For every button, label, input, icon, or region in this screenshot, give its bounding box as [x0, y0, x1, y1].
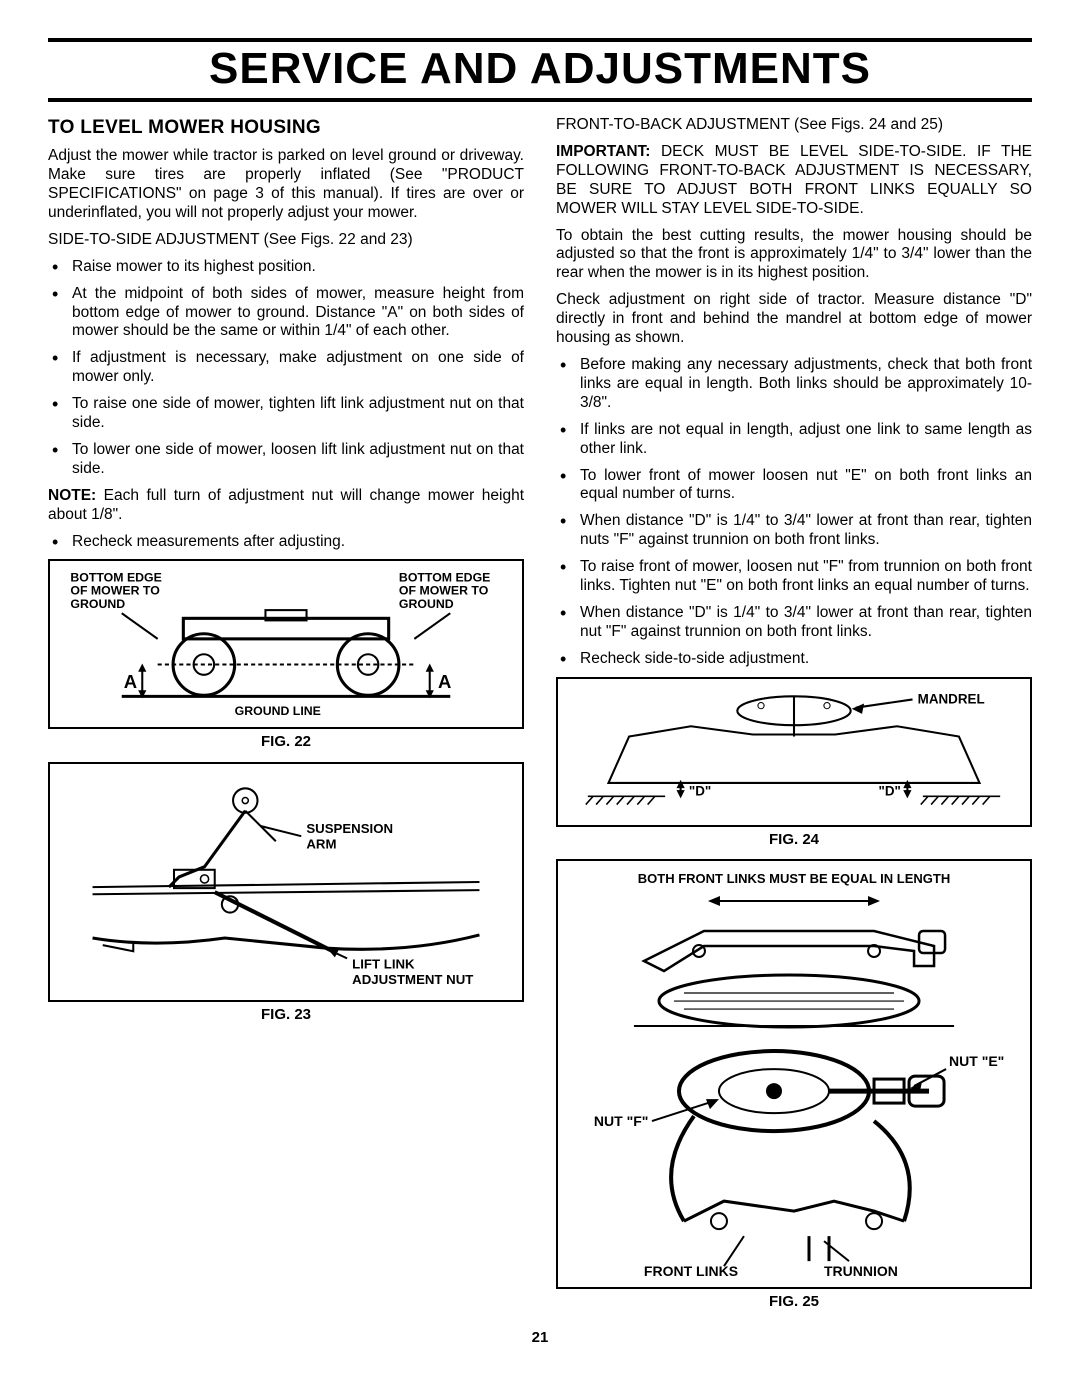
list-item: Recheck measurements after adjusting.	[48, 533, 524, 552]
fig22-label-left: BOTTOM EDGE	[70, 571, 161, 585]
fig24-d-left: "D"	[689, 783, 711, 798]
fig25-caption: FIG. 25	[556, 1293, 1032, 1311]
important-label: IMPORTANT:	[556, 143, 650, 160]
fig22-caption: FIG. 22	[48, 733, 524, 751]
side-bullets-1: Raise mower to its highest position. At …	[48, 258, 524, 479]
figure-22-svg: BOTTOM EDGE OF MOWER TO GROUND BOTTOM ED…	[56, 567, 516, 721]
fig22-a-right: A	[438, 672, 451, 693]
side-bullets-2: Recheck measurements after adjusting.	[48, 533, 524, 552]
list-item: Raise mower to its highest position.	[48, 258, 524, 277]
left-column: TO LEVEL MOWER HOUSING Adjust the mower …	[48, 116, 524, 1311]
fig22-label-left2: OF MOWER TO	[70, 584, 160, 598]
fig25-header: BOTH FRONT LINKS MUST BE EQUAL IN LENGTH	[638, 871, 950, 887]
fig25-nut-f: NUT "F"	[594, 1113, 649, 1129]
fig22-label-right: BOTTOM EDGE	[399, 571, 490, 585]
list-item: Recheck side-to-side adjustment.	[556, 650, 1032, 669]
fig25-nut-e: NUT "E"	[949, 1053, 1004, 1069]
figure-24-box: MANDREL "D" "D"	[556, 677, 1032, 827]
figure-25-box: BOTH FRONT LINKS MUST BE EQUAL IN LENGTH	[556, 859, 1032, 1289]
figure-23-svg: SUSPENSION ARM LIFT LINK ADJUSTM	[56, 770, 516, 994]
fig22-a-left: A	[124, 672, 137, 693]
fig22-label-right3: GROUND	[399, 598, 454, 612]
list-item: Before making any necessary adjustments,…	[556, 356, 1032, 413]
list-item: To lower one side of mower, loosen lift …	[48, 441, 524, 479]
fig22-label-right2: OF MOWER TO	[399, 584, 489, 598]
fig24-caption: FIG. 24	[556, 831, 1032, 849]
list-item: If links are not equal in length, adjust…	[556, 421, 1032, 459]
fig24-d-right: "D"	[879, 783, 901, 798]
fig24-mandrel: MANDREL	[918, 691, 985, 706]
note-body: Each full turn of adjustment nut will ch…	[48, 487, 524, 523]
fig23-susp1: SUSPENSION	[306, 821, 393, 836]
page-title: SERVICE AND ADJUSTMENTS	[48, 42, 1032, 98]
list-item: At the midpoint of both sides of mower, …	[48, 285, 524, 342]
fig23-caption: FIG. 23	[48, 1006, 524, 1024]
list-item: If adjustment is necessary, make adjustm…	[48, 349, 524, 387]
note-text: NOTE: Each full turn of adjustment nut w…	[48, 487, 524, 525]
fig23-susp2: ARM	[306, 836, 336, 851]
figure-24-svg: MANDREL "D" "D"	[564, 685, 1024, 819]
page-number: 21	[48, 1329, 1032, 1346]
fig25-trunnion: TRUNNION	[824, 1263, 898, 1279]
fig23-lift1: LIFT LINK	[352, 956, 415, 971]
two-column-layout: TO LEVEL MOWER HOUSING Adjust the mower …	[48, 116, 1032, 1311]
list-item: When distance "D" is 1/4" to 3/4" lower …	[556, 512, 1032, 550]
figure-22-box: BOTTOM EDGE OF MOWER TO GROUND BOTTOM ED…	[48, 559, 524, 729]
fig23-lift2: ADJUSTMENT NUT	[352, 972, 473, 987]
front-to-back-header: FRONT-TO-BACK ADJUSTMENT (See Figs. 24 a…	[556, 116, 1032, 135]
fig22-groundline: GROUND LINE	[235, 704, 321, 718]
figure-25-svg: NUT "E" NUT "F" FRONT LINKS	[564, 891, 1024, 1281]
side-to-side-header: SIDE-TO-SIDE ADJUSTMENT (See Figs. 22 an…	[48, 231, 524, 250]
right-bullets: Before making any necessary adjustments,…	[556, 356, 1032, 669]
important-paragraph: IMPORTANT: DECK MUST BE LEVEL SIDE-TO-SI…	[556, 143, 1032, 219]
section-heading-level: TO LEVEL MOWER HOUSING	[48, 116, 524, 139]
list-item: To lower front of mower loosen nut "E" o…	[556, 467, 1032, 505]
list-item: To raise one side of mower, tighten lift…	[48, 395, 524, 433]
right-para1: To obtain the best cutting results, the …	[556, 227, 1032, 284]
figure-23-box: SUSPENSION ARM LIFT LINK ADJUSTM	[48, 762, 524, 1002]
right-para2: Check adjustment on right side of tracto…	[556, 291, 1032, 348]
fig22-label-left3: GROUND	[70, 598, 125, 612]
right-column: FRONT-TO-BACK ADJUSTMENT (See Figs. 24 a…	[556, 116, 1032, 1311]
list-item: When distance "D" is 1/4" to 3/4" lower …	[556, 604, 1032, 642]
list-item: To raise front of mower, loosen nut "F" …	[556, 558, 1032, 596]
intro-paragraph: Adjust the mower while tractor is parked…	[48, 147, 524, 223]
title-bar: SERVICE AND ADJUSTMENTS	[48, 38, 1032, 102]
